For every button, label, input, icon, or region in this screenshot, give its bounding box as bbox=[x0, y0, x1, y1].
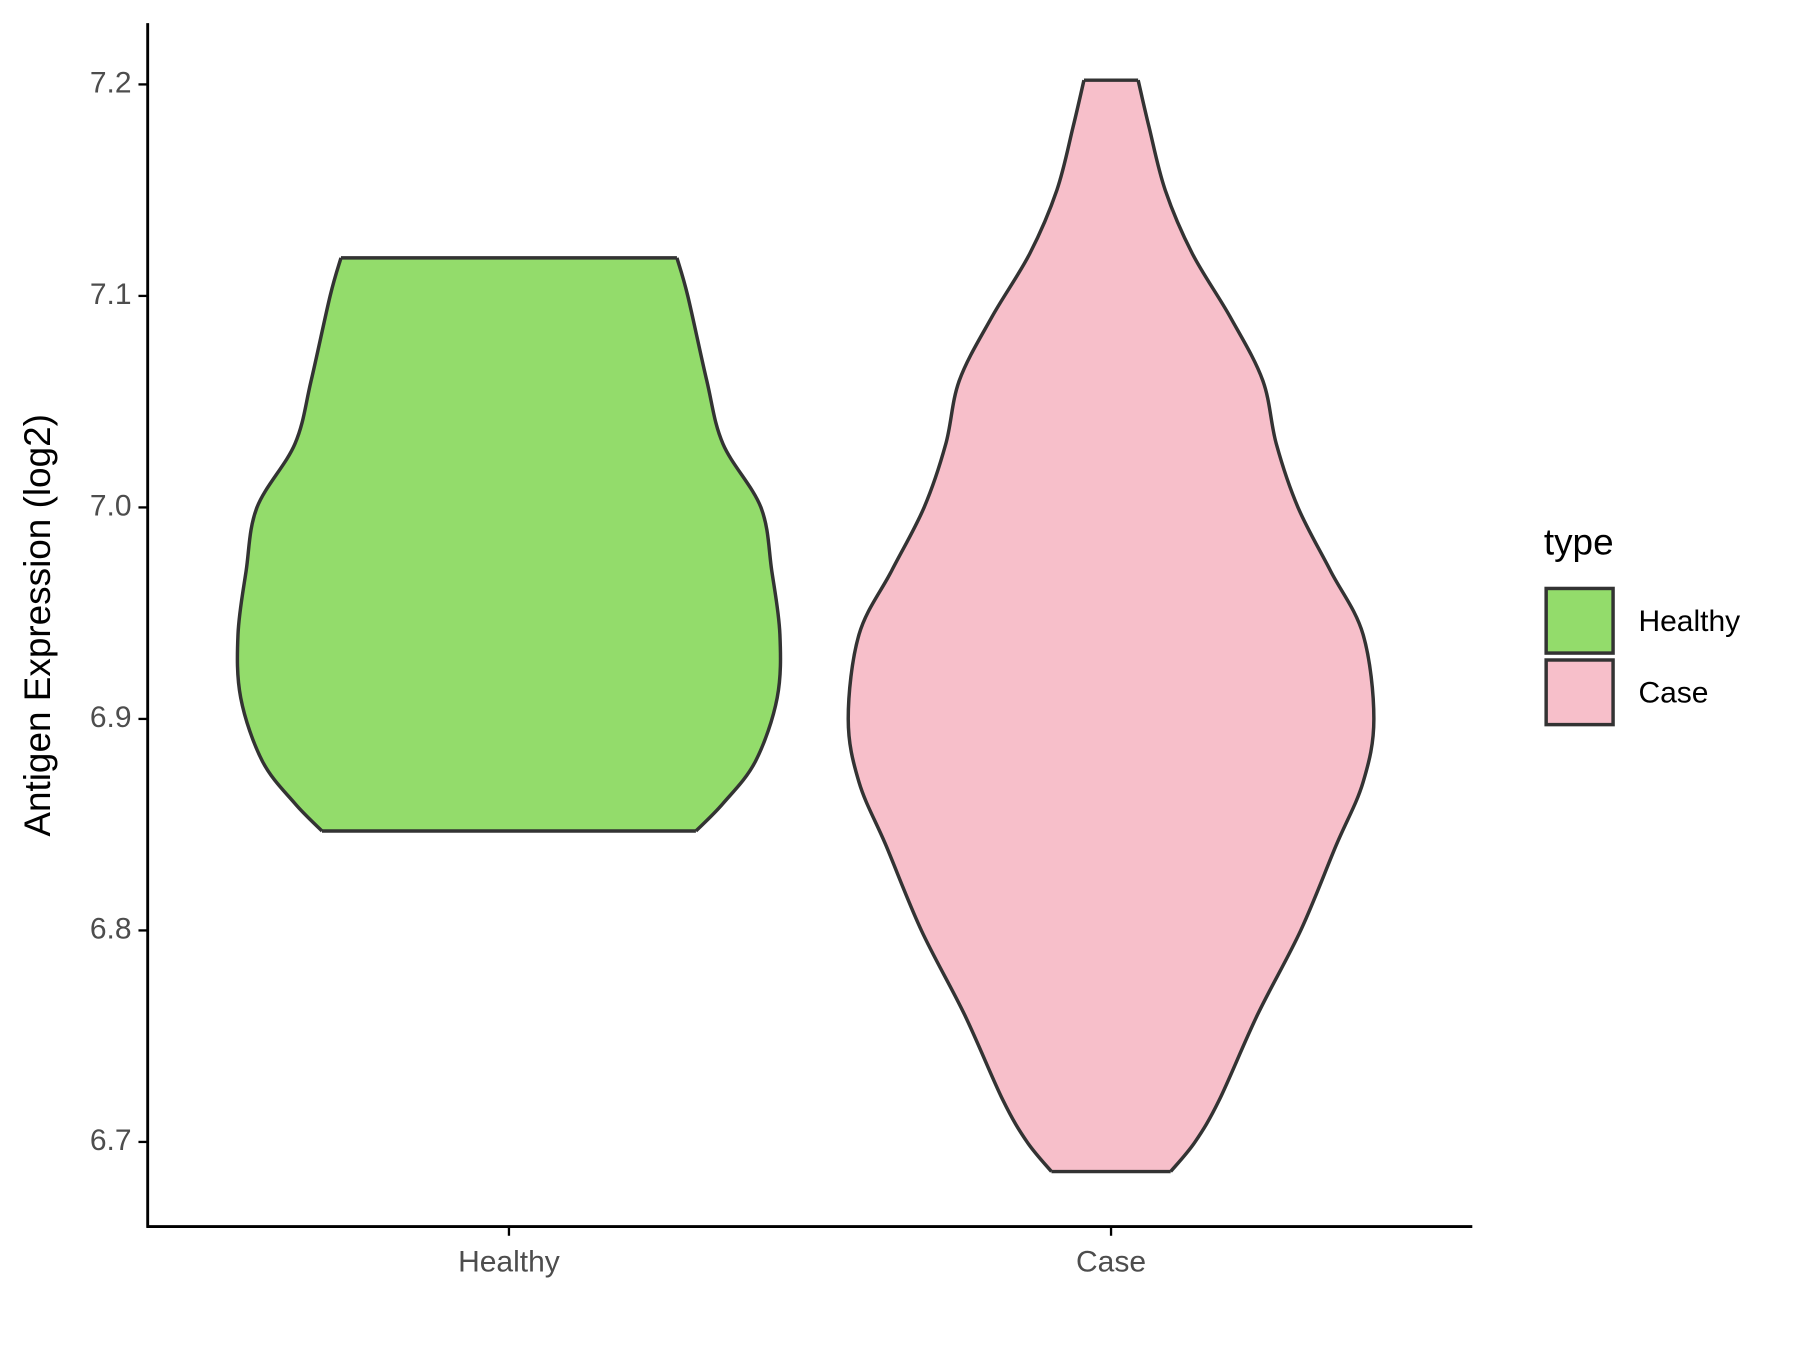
y-tick-label: 7.1 bbox=[90, 278, 132, 311]
y-tick-label: 6.7 bbox=[90, 1124, 132, 1157]
violin-right-edge bbox=[1136, 79, 1376, 1173]
violin-left-edge bbox=[235, 257, 343, 833]
violin-right-edge bbox=[675, 257, 783, 833]
violin-left-edge bbox=[846, 79, 1086, 1173]
legend-label: Healthy bbox=[1638, 605, 1740, 638]
x-tick-label: Healthy bbox=[458, 1245, 560, 1278]
legend-label: Case bbox=[1638, 677, 1708, 710]
x-tick-label: Case bbox=[1076, 1245, 1146, 1278]
legend-title: type bbox=[1544, 521, 1614, 562]
y-tick-label: 7.0 bbox=[90, 489, 132, 522]
legend-key bbox=[1544, 658, 1615, 727]
y-tick-label: 7.2 bbox=[90, 66, 132, 99]
violin-fill bbox=[848, 80, 1374, 1172]
y-tick-label: 6.9 bbox=[90, 701, 132, 734]
y-tick-label: 6.8 bbox=[90, 912, 132, 945]
legend-key bbox=[1544, 586, 1615, 655]
y-axis-title: Antigen Expression (log2) bbox=[17, 414, 58, 837]
violin-fill bbox=[237, 257, 781, 832]
